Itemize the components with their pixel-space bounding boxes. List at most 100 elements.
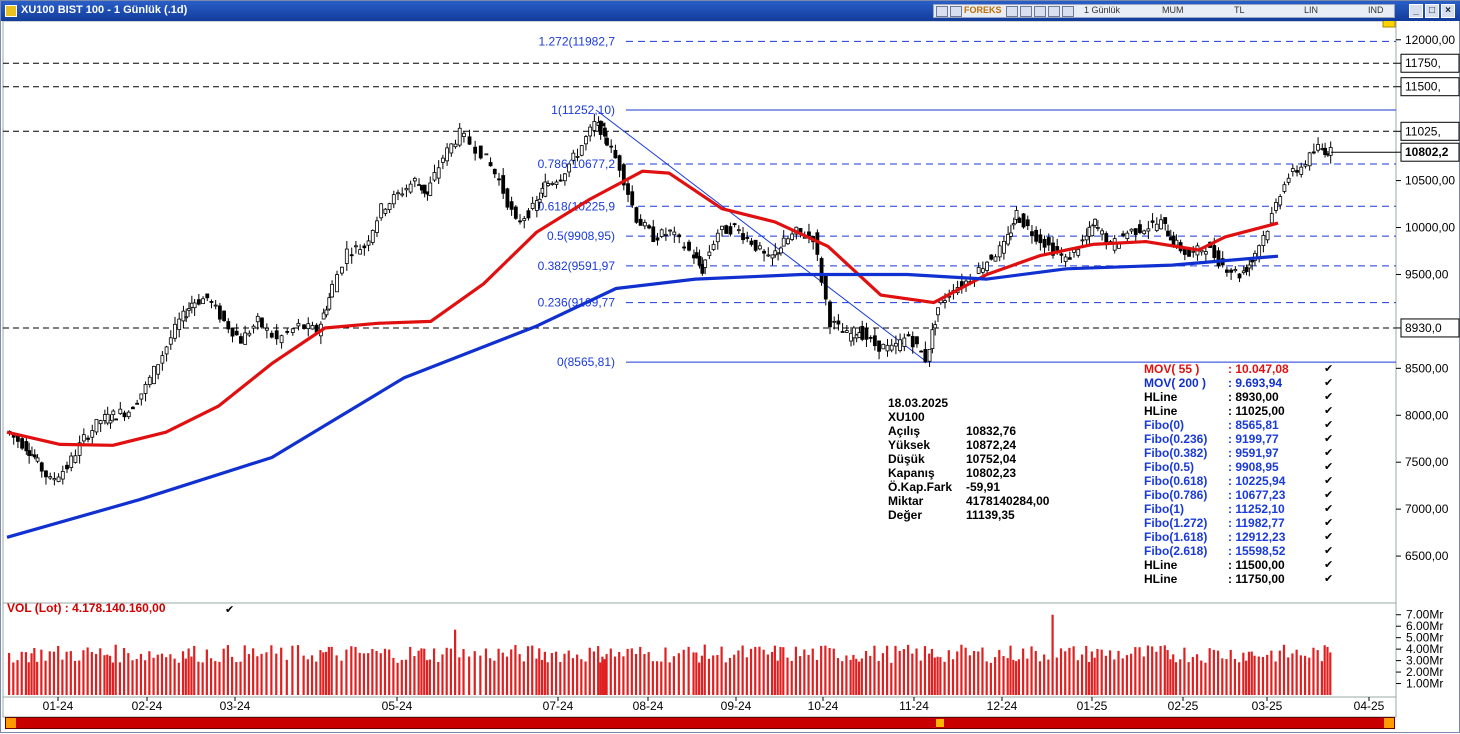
legend-check-icon[interactable]: ✔	[1324, 559, 1334, 571]
legend-check-icon[interactable]: ✔	[1324, 419, 1334, 431]
candle-body	[1274, 202, 1278, 211]
candle-body	[473, 146, 478, 154]
volume-bar	[894, 645, 897, 695]
legend-row[interactable]: Fibo(1.272): 11982,77 ✔	[1144, 516, 1334, 530]
scroll-right-icon[interactable]	[1384, 718, 1394, 728]
legend-value: : 9199,77	[1228, 432, 1279, 446]
template-icon[interactable]	[950, 6, 962, 17]
legend-row[interactable]: HLine: 8930,00 ✔	[1144, 390, 1334, 404]
time-scrollbar[interactable]	[5, 717, 1395, 729]
volume-bar	[911, 653, 914, 695]
price-chart[interactable]: 1.272(11982,71(11252,10)0.786(10677,20.6…	[1, 21, 1460, 734]
scroll-thumb[interactable]	[936, 719, 944, 727]
maximize-icon[interactable]: □	[1425, 4, 1439, 18]
compare-icon[interactable]	[1006, 6, 1018, 17]
legend-check-icon[interactable]: ✔	[1324, 391, 1334, 403]
legend-check-icon[interactable]: ✔	[1324, 447, 1334, 459]
legend-row[interactable]: Fibo(0.5): 9908,95 ✔	[1144, 460, 1334, 474]
indicator-icon[interactable]	[936, 6, 948, 17]
legend-row[interactable]: Fibo(0.236): 9199,77 ✔	[1144, 432, 1334, 446]
volume-bar	[807, 654, 810, 695]
volume-bar	[1012, 659, 1015, 695]
legend-row[interactable]: Fibo(0.786): 10677,23 ✔	[1144, 488, 1334, 502]
scroll-left-icon[interactable]	[6, 718, 16, 728]
price-tick-label: 11500,	[1405, 80, 1441, 94]
volume-bar	[1308, 657, 1311, 695]
legend-row[interactable]: Fibo(1): 11252,10 ✔	[1144, 502, 1334, 516]
volume-bar	[989, 662, 992, 695]
candle-body	[989, 254, 994, 260]
toolbar-chart-type[interactable]: MUM	[1162, 5, 1184, 15]
candle-body	[488, 162, 493, 167]
candle-body	[48, 476, 53, 479]
candle-body	[1006, 233, 1011, 245]
candle-body	[753, 239, 758, 251]
volume-bar	[1266, 654, 1269, 695]
date-tick-label: 01-24	[43, 699, 74, 713]
legend-check-icon[interactable]: ✔	[1324, 545, 1334, 557]
legend-check-icon[interactable]: ✔	[1324, 461, 1334, 473]
candle-body	[1311, 151, 1316, 154]
candle-body	[976, 267, 981, 274]
toolbar-currency[interactable]: TL	[1234, 5, 1245, 15]
legend-check-icon[interactable]: ✔	[1324, 363, 1334, 375]
legend-key: Fibo(0)	[1144, 418, 1184, 432]
candle-body	[980, 268, 985, 273]
candle-body	[1163, 217, 1168, 224]
legend-check-icon[interactable]: ✔	[1324, 503, 1334, 515]
toolbar-indicators[interactable]: IND	[1368, 5, 1384, 15]
legend-row[interactable]: Fibo(0.618): 10225,94 ✔	[1144, 474, 1334, 488]
volume-bar	[1072, 646, 1075, 695]
close-icon[interactable]: ×	[1441, 4, 1455, 18]
legend-row[interactable]: HLine: 11750,00 ✔	[1144, 572, 1334, 586]
legend-row[interactable]: Fibo(1.618): 12912,23 ✔	[1144, 530, 1334, 544]
legend-check-icon[interactable]: ✔	[1324, 573, 1334, 585]
legend-row[interactable]: HLine: 11025,00 ✔	[1144, 404, 1334, 418]
legend-check-icon[interactable]: ✔	[1324, 433, 1334, 445]
draw-icon[interactable]	[1020, 6, 1032, 17]
volume-bar	[1121, 658, 1124, 695]
legend-check-icon[interactable]: ✔	[1324, 405, 1334, 417]
legend-check-icon[interactable]: ✔	[1324, 475, 1334, 487]
volume-bar	[1113, 659, 1116, 695]
volume-bar	[1047, 659, 1050, 695]
legend-row[interactable]: MOV( 200 ): 9.693,94 ✔	[1144, 376, 1334, 390]
legend-row[interactable]: Fibo(0.382): 9591,97 ✔	[1144, 446, 1334, 460]
minimize-icon[interactable]: _	[1409, 4, 1423, 18]
legend-row[interactable]: Fibo(0): 8565,81 ✔	[1144, 418, 1334, 432]
settings-icon[interactable]	[1062, 6, 1074, 17]
candle-body	[575, 156, 580, 158]
info-key: Değer	[888, 508, 923, 522]
legend-check-icon[interactable]: ✔	[1324, 377, 1334, 389]
volume-bar	[181, 651, 185, 695]
toolbar-foreks[interactable]: FOREKS	[964, 5, 1002, 15]
legend-row[interactable]: HLine: 11500,00 ✔	[1144, 558, 1334, 572]
legend-check-icon[interactable]: ✔	[1324, 517, 1334, 529]
panel-restore-icon[interactable]	[1382, 21, 1396, 28]
candle-body	[592, 121, 597, 131]
candle-body	[222, 310, 226, 322]
candle-body	[412, 178, 417, 182]
toolbar-period[interactable]: 1 Günlük	[1084, 5, 1121, 15]
volume-check-icon[interactable]: ✔	[225, 604, 235, 616]
candle-body	[930, 329, 935, 349]
legend-check-icon[interactable]: ✔	[1324, 489, 1334, 501]
volume-bar	[1059, 648, 1063, 695]
candle-body	[1150, 220, 1155, 223]
legend-row[interactable]: MOV( 55 ): 10.047,08 ✔	[1144, 362, 1334, 376]
link-icon[interactable]	[1048, 6, 1060, 17]
candle-body	[243, 332, 248, 345]
info-row: Ö.Kap.Fark -59,91	[888, 480, 1049, 494]
toolbar-scale[interactable]: LIN	[1304, 5, 1319, 15]
volume-bar	[639, 646, 642, 695]
legend-check-icon[interactable]: ✔	[1324, 531, 1334, 543]
crosshair-icon[interactable]	[1034, 6, 1046, 17]
candle-body	[1038, 234, 1043, 244]
volume-bar	[993, 657, 997, 695]
candle-body	[720, 225, 724, 230]
volume-bar	[1169, 659, 1172, 695]
candle-body	[457, 127, 462, 146]
legend-row[interactable]: Fibo(2.618): 15598,52 ✔	[1144, 544, 1334, 558]
volume-bar	[1261, 657, 1265, 695]
volume-tick-label: 6.00Mr	[1406, 619, 1443, 633]
